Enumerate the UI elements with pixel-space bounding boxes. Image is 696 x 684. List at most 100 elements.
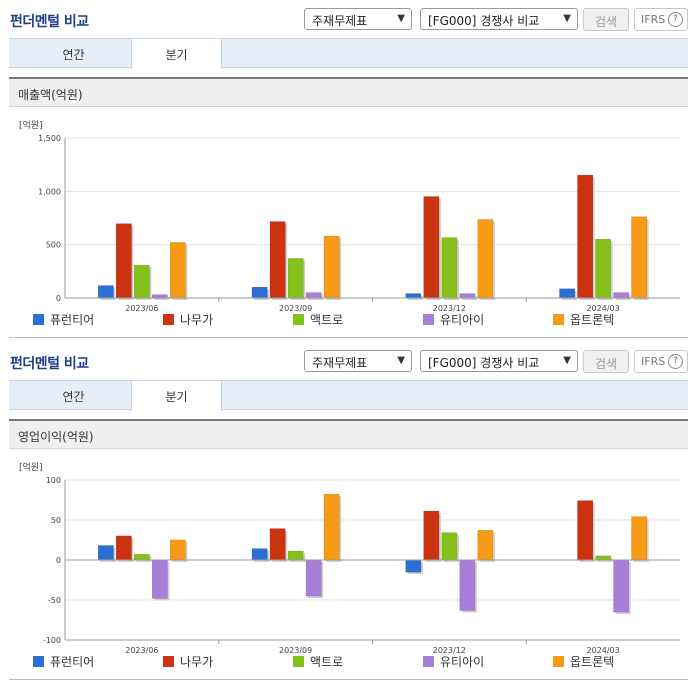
ifrs-help-button[interactable]: IFRS ? — [634, 350, 688, 373]
x-tick-label: 2023/06 — [125, 646, 158, 655]
bar — [559, 288, 575, 299]
ifrs-help-button[interactable]: IFRS ? — [634, 8, 688, 31]
bar — [269, 221, 286, 299]
bar — [170, 539, 186, 561]
bar — [170, 242, 186, 299]
chart-box: 매출액(억원) [억원] 0 500 1,000 1,500 2023/06 2023/09… — [9, 77, 688, 338]
bar — [116, 223, 132, 299]
legend-label: 액트로 — [310, 655, 343, 669]
y-tick-label: 1,000 — [38, 187, 61, 196]
x-tick-label: 2023/09 — [279, 304, 312, 313]
question-icon: ? — [668, 354, 683, 369]
bar — [477, 219, 494, 299]
tab-quarterly[interactable]: 분기 — [131, 381, 222, 411]
x-tick-label: 2023/12 — [433, 646, 466, 655]
bar — [269, 528, 286, 561]
legend-swatch — [33, 314, 44, 325]
statement-type-select[interactable]: 주재무제표 ▼ — [304, 8, 412, 30]
bar — [459, 293, 476, 299]
statement-type-value: 주재무제표 — [312, 14, 368, 28]
bar — [287, 258, 304, 299]
y-unit-label: [억원] — [19, 461, 43, 473]
legend-swatch — [423, 656, 434, 667]
legend-label: 옵트론텍 — [570, 313, 614, 327]
bar — [459, 559, 476, 611]
x-tick-label: 2023/09 — [279, 646, 312, 655]
period-tabs: 연간 분기 — [9, 38, 688, 69]
y-tick-label: 500 — [46, 241, 61, 250]
fundamental-panel-operating-profit: 펀더멘털 비교 주재무제표 ▼ [FG000] 경쟁사 비교 ▼ 검색 IFRS… — [0, 342, 696, 684]
bar — [251, 287, 268, 299]
bar — [405, 559, 422, 573]
tab-quarterly[interactable]: 분기 — [131, 39, 222, 69]
bar — [577, 175, 593, 299]
legend-swatch — [553, 656, 564, 667]
bar — [305, 292, 322, 299]
legend-swatch — [163, 656, 174, 667]
bar — [116, 535, 132, 561]
search-button[interactable]: 검색 — [583, 8, 629, 31]
bar — [441, 237, 458, 299]
chevron-down-icon: ▼ — [397, 355, 405, 366]
period-tabs: 연간 분기 — [9, 380, 688, 411]
tab-annual[interactable]: 연간 — [62, 48, 85, 62]
bar — [441, 532, 458, 561]
chevron-down-icon: ▼ — [397, 13, 405, 24]
peer-group-value: [FG000] 경쟁사 비교 — [428, 14, 540, 28]
bar — [423, 510, 440, 561]
legend-label: 유티아이 — [440, 655, 484, 669]
bar — [251, 548, 268, 561]
legend-label: 옵트론텍 — [570, 655, 614, 669]
bar — [595, 239, 611, 299]
bar — [98, 285, 114, 299]
peer-group-select[interactable]: [FG000] 경쟁사 비교 ▼ — [420, 8, 578, 30]
fundamental-panel-revenue: 펀더멘털 비교 주재무제표 ▼ [FG000] 경쟁사 비교 ▼ 검색 IFRS… — [0, 0, 696, 338]
chart-section-title: 영업이익(억원) — [9, 421, 688, 449]
chevron-down-icon: ▼ — [563, 13, 571, 24]
bar — [405, 293, 422, 299]
bar — [477, 530, 494, 561]
bar — [631, 216, 647, 299]
legend-label: 나무가 — [180, 313, 213, 327]
peer-group-select[interactable]: [FG000] 경쟁사 비교 ▼ — [420, 350, 578, 372]
bar — [577, 500, 593, 561]
peer-group-value: [FG000] 경쟁사 비교 — [428, 356, 540, 370]
x-tick-label: 2023/06 — [125, 304, 158, 313]
y-tick-label: 50 — [51, 516, 61, 525]
chart-section-title: 매출액(억원) — [9, 79, 688, 107]
y-tick-label: -100 — [43, 636, 61, 645]
question-icon: ? — [668, 12, 683, 27]
legend-label: 유티아이 — [440, 313, 484, 327]
bar — [613, 292, 629, 299]
panel-title: 펀더멘털 비교 — [10, 14, 89, 30]
bar — [287, 550, 304, 561]
bar — [613, 559, 629, 613]
ifrs-label: IFRS — [641, 355, 666, 368]
bar — [152, 559, 168, 599]
legend-swatch — [293, 314, 304, 325]
x-tick-label: 2024/03 — [587, 304, 620, 313]
operating-profit-chart: [억원] -100 -50 0 50 100 2023/06 2023/09 2023/12 20… — [19, 461, 680, 669]
y-tick-label: 0 — [56, 556, 61, 565]
legend-swatch — [33, 656, 44, 667]
legend-swatch — [553, 314, 564, 325]
x-tick-label: 2023/12 — [433, 304, 466, 313]
statement-type-select[interactable]: 주재무제표 ▼ — [304, 350, 412, 372]
bar — [134, 265, 150, 299]
y-tick-label: 100 — [46, 476, 61, 485]
y-tick-label: 1,500 — [38, 134, 61, 143]
ifrs-label: IFRS — [641, 13, 666, 26]
legend-swatch — [423, 314, 434, 325]
search-button[interactable]: 검색 — [583, 350, 629, 373]
bar — [323, 235, 340, 299]
bar — [305, 559, 322, 597]
tab-annual[interactable]: 연간 — [62, 390, 85, 404]
revenue-chart: [억원] 0 500 1,000 1,500 2023/06 2023/09 2023/12 2… — [19, 119, 680, 327]
bar — [631, 516, 647, 561]
panel-header: 펀더멘털 비교 주재무제표 ▼ [FG000] 경쟁사 비교 ▼ 검색 IFRS… — [0, 0, 696, 38]
statement-type-value: 주재무제표 — [312, 356, 368, 370]
x-tick-label: 2024/03 — [587, 646, 620, 655]
legend-label: 나무가 — [180, 655, 213, 669]
bar — [595, 555, 611, 561]
panel-header: 펀더멘털 비교 주재무제표 ▼ [FG000] 경쟁사 비교 ▼ 검색 IFRS… — [0, 342, 696, 380]
